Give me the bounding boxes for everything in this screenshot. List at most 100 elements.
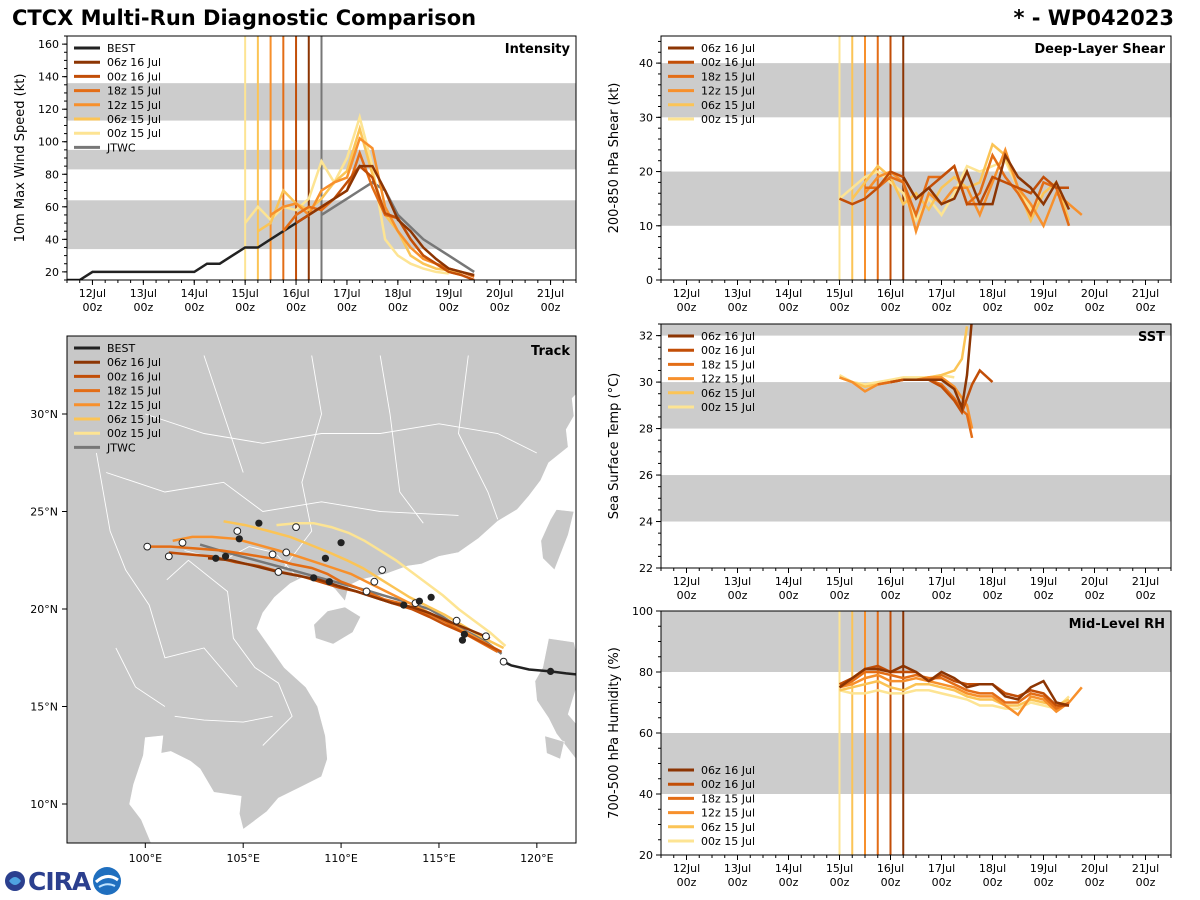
- x-tick-label: 00z: [830, 589, 850, 602]
- series-line: [838, 664, 1070, 707]
- x-tick-label: 00z: [388, 301, 408, 314]
- series-line: [838, 670, 1070, 711]
- y-tick-label: 20: [639, 166, 653, 179]
- track-position-open-dot: [370, 577, 379, 586]
- rh-chart: 2040608010012Jul00z13Jul00z14Jul00z15Jul…: [607, 605, 1172, 889]
- legend-label: 06z 16 Jul: [701, 42, 755, 55]
- rh-ylabel: 700-500 hPa Humidity (%): [607, 647, 622, 819]
- track-position-open-dot: [482, 632, 490, 641]
- x-tick-label: 00z: [677, 876, 697, 889]
- track-chart: 100°E 105°E 110°E 115°E 120°E 10°N 15°N 20°N 25°…: [30, 335, 577, 865]
- y-tick-label: 100: [632, 605, 653, 618]
- y-tick-label: 24: [639, 516, 653, 529]
- x-tick-label: 17Jul: [333, 287, 360, 300]
- y-tick-label: 30: [639, 376, 653, 389]
- track-plot-area: [67, 336, 576, 843]
- legend-label: JTWC: [106, 141, 136, 154]
- admin-boundary: [115, 647, 166, 707]
- rh-title: Mid-Level RH: [1069, 617, 1165, 632]
- series-line: [903, 324, 973, 413]
- y-tick-label: 32: [639, 330, 653, 343]
- x-tick-label: 00z: [728, 301, 748, 314]
- x-tick-label: 14Jul: [775, 287, 802, 300]
- x-tick-label: 00z: [881, 301, 901, 314]
- x-tick-label: 20Jul: [1081, 862, 1108, 875]
- series-line: [257, 124, 462, 275]
- track-position-dot: [337, 539, 345, 547]
- threshold-band: [661, 475, 1171, 522]
- x-tick-label: 16Jul: [282, 287, 309, 300]
- legend-label: 06z 15 Jul: [701, 99, 755, 112]
- taiwan-island: [540, 509, 575, 571]
- track-position-open-dot: [282, 548, 291, 557]
- legend-label: 00z 15 Jul: [701, 113, 755, 126]
- legend-label: 12z 15 Jul: [107, 399, 161, 412]
- x-tick-label: 13Jul: [724, 862, 751, 875]
- x-tick-label: 21Jul: [1132, 862, 1159, 875]
- y-tick-label: 10: [639, 220, 653, 233]
- x-tick-label: 00z: [881, 876, 901, 889]
- sst-plot-area: [661, 324, 1171, 522]
- y-tick-label: 25°N: [30, 506, 58, 519]
- shear-title: Deep-Layer Shear: [1034, 42, 1165, 57]
- sst-chart: 22242628303212Jul00z13Jul00z14Jul00z15Ju…: [607, 323, 1172, 602]
- x-tick-label: 00z: [1034, 589, 1054, 602]
- x-tick-label: 16Jul: [877, 862, 904, 875]
- x-tick-label: 18Jul: [384, 287, 411, 300]
- series-line: [282, 149, 475, 278]
- track-title: Track: [531, 344, 570, 359]
- series-line: [839, 689, 1070, 710]
- intensity-title: Intensity: [505, 42, 571, 57]
- legend-label: 12z 15 Jul: [107, 99, 161, 112]
- y-tick-label: 10°N: [30, 798, 58, 811]
- x-tick-label: 21Jul: [1132, 287, 1159, 300]
- best-track-line: [67, 213, 310, 280]
- legend-label: 00z 16 Jul: [107, 70, 161, 83]
- y-tick-label: 15°N: [30, 701, 58, 714]
- legend-label: 12z 15 Jul: [701, 85, 755, 98]
- series-line: [269, 136, 462, 277]
- legend-label: JTWC: [106, 441, 136, 454]
- x-tick-label: 14Jul: [775, 575, 802, 588]
- x-tick-label: 00z: [677, 589, 697, 602]
- track-position-dot: [415, 597, 423, 605]
- legend-label: 18z 15 Jul: [701, 70, 755, 83]
- best-track-dot: [546, 667, 555, 676]
- legend-label: 18z 15 Jul: [107, 385, 161, 398]
- track-position-open-dot: [268, 550, 277, 559]
- x-tick-label: 105°E: [226, 852, 259, 865]
- x-tick-label: 14Jul: [181, 287, 208, 300]
- y-tick-label: 26: [639, 469, 653, 482]
- series-line: [838, 664, 1069, 707]
- legend-label: 06z 16 Jul: [107, 56, 161, 69]
- legend-label: 18z 15 Jul: [107, 85, 161, 98]
- threshold-band: [661, 733, 1171, 794]
- legend-label: 06z 15 Jul: [701, 821, 755, 834]
- legend-label: BEST: [107, 342, 135, 355]
- intensity-ylabel: 10m Max Wind Speed (kt): [13, 74, 28, 243]
- track-position-dot: [325, 578, 333, 586]
- intensity-chart: 2040608010012014016012Jul00z13Jul00z14Ju…: [13, 35, 577, 314]
- x-tick-label: 00z: [1034, 876, 1054, 889]
- x-tick-label: 00z: [184, 301, 204, 314]
- legend-label: 00z 16 Jul: [701, 344, 755, 357]
- y-tick-label: 30: [639, 111, 653, 124]
- x-tick-label: 18Jul: [979, 287, 1006, 300]
- legend-label: 00z 15 Jul: [107, 427, 161, 440]
- track-position-dot: [255, 519, 263, 527]
- legend-label: 00z 16 Jul: [107, 370, 161, 383]
- x-tick-label: 00z: [830, 301, 850, 314]
- track-position-open-dot: [378, 566, 387, 574]
- threshold-band: [661, 63, 1171, 118]
- y-tick-label: 40: [45, 233, 59, 246]
- intensity-plot-area: [67, 36, 576, 280]
- x-tick-label: 00z: [286, 301, 306, 314]
- track-position-dot: [221, 552, 230, 560]
- track-position-open-dot: [143, 542, 152, 551]
- x-tick-label: 120°E: [520, 852, 553, 865]
- x-tick-label: 00z: [983, 876, 1003, 889]
- legend-label: 00z 15 Jul: [701, 401, 755, 414]
- x-tick-label: 19Jul: [435, 287, 462, 300]
- x-tick-label: 00z: [1034, 301, 1054, 314]
- x-tick-label: 17Jul: [928, 575, 955, 588]
